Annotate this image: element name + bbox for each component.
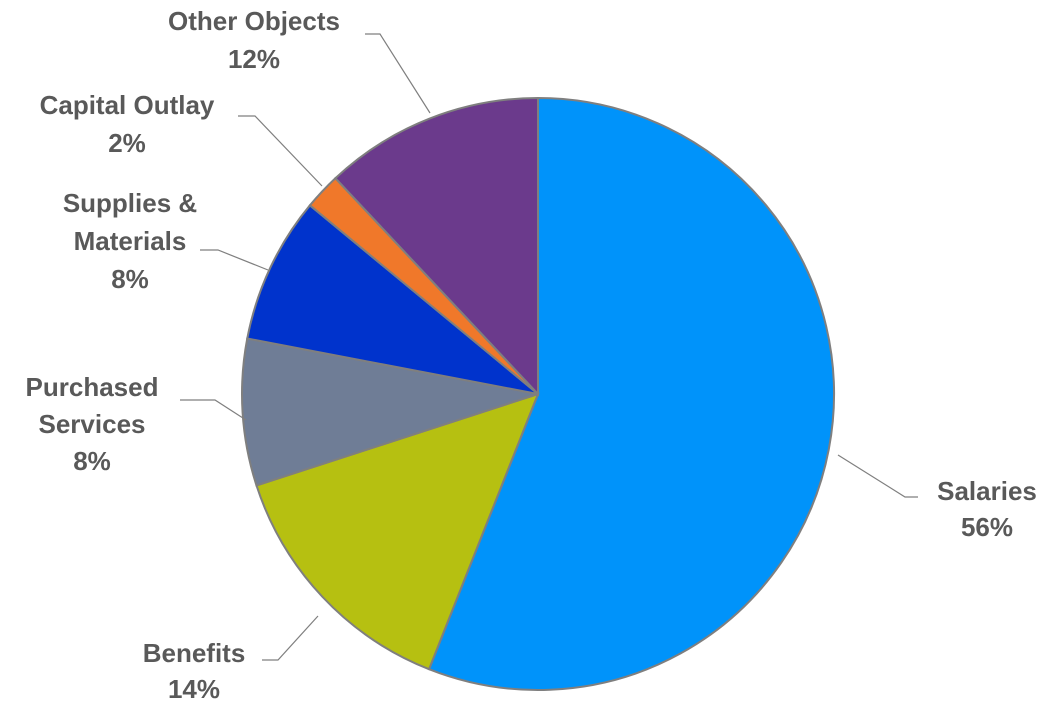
pie-slice-purchased-services <box>241 337 539 487</box>
data-labels: Salaries 56% Benefits 14% Purchased Serv… <box>26 6 1037 704</box>
label-purchased-line2: Services <box>39 409 146 439</box>
label-other-pct: 12% <box>228 44 280 74</box>
leader-line-other <box>365 33 431 114</box>
label-supplies-line2: Materials <box>74 226 187 256</box>
label-salaries-name: Salaries <box>937 476 1037 506</box>
label-supplies-pct: 8% <box>111 264 149 294</box>
label-capital-pct: 2% <box>108 128 146 158</box>
leader-line-capital <box>238 115 323 187</box>
label-capital-name: Capital Outlay <box>40 90 215 120</box>
pie-slice-supplies-materials <box>246 203 539 395</box>
label-purchased-pct: 8% <box>73 446 111 476</box>
label-benefits-pct: 14% <box>168 674 220 704</box>
leader-line-salaries <box>837 454 918 498</box>
pie-slices <box>241 96 835 691</box>
leader-line-benefits <box>262 615 319 661</box>
label-purchased-line1: Purchased <box>26 372 159 402</box>
pie-slice-other-objects <box>333 96 539 397</box>
leader-lines <box>180 33 918 661</box>
label-benefits-name: Benefits <box>143 638 246 668</box>
label-salaries-pct: 56% <box>961 512 1013 542</box>
label-other-name: Other Objects <box>168 6 340 36</box>
leader-line-supplies <box>200 249 269 271</box>
leader-line-purchased <box>180 399 247 421</box>
pie-slice-salaries <box>427 96 835 691</box>
label-supplies-line1: Supplies & <box>63 188 197 218</box>
